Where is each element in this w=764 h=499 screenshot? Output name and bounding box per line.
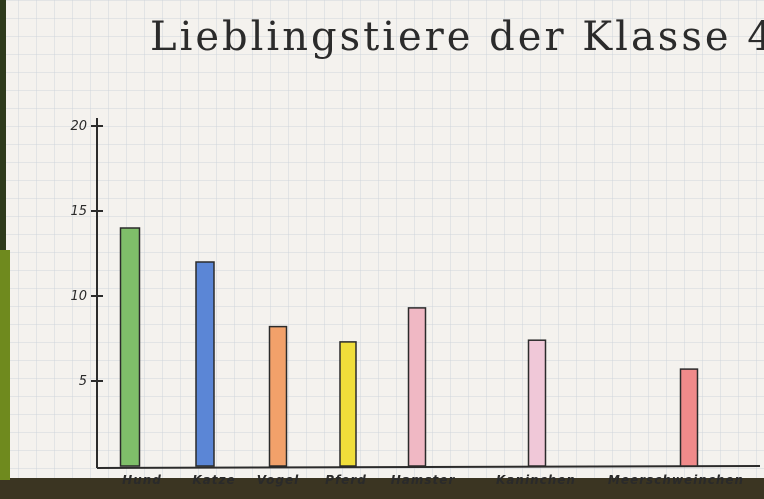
bar-hamster	[407, 307, 427, 467]
bar-hund	[119, 227, 141, 467]
x-labels: Hund Katze Vogel Pferd Hamster Kaninchen Meers…	[122, 473, 744, 487]
bar-meerschweinchen	[679, 368, 699, 467]
y-tick-label: 20	[70, 119, 87, 134]
y-tick-label: 10	[70, 289, 87, 304]
x-tick-label: Meerschweinchen	[608, 473, 744, 487]
chart-title: Lieblingstiere der Klasse 4a	[150, 14, 764, 60]
y-tick-label: 15	[70, 204, 87, 219]
bar-pferd	[339, 341, 357, 467]
x-tick-label: Hund	[122, 473, 162, 487]
x-tick-label: Kaninchen	[496, 473, 576, 487]
x-tick-label: Katze	[192, 473, 235, 487]
bar-kaninchen	[527, 339, 547, 467]
grid-pattern	[6, 0, 764, 480]
y-tick-label: 5	[79, 374, 87, 389]
y-ticks: 5 10 15 20	[70, 119, 103, 389]
axes	[96, 118, 761, 469]
x-axis-line	[96, 465, 761, 469]
x-tick-label: Pferd	[325, 473, 367, 487]
table-edge	[0, 478, 764, 499]
bar-vogel	[268, 325, 288, 467]
x-tick-label: Hamster	[391, 473, 456, 487]
bars	[119, 227, 699, 467]
x-tick-label: Vogel	[257, 473, 300, 487]
green-background-edge	[0, 250, 10, 480]
bar-katze	[195, 261, 215, 467]
